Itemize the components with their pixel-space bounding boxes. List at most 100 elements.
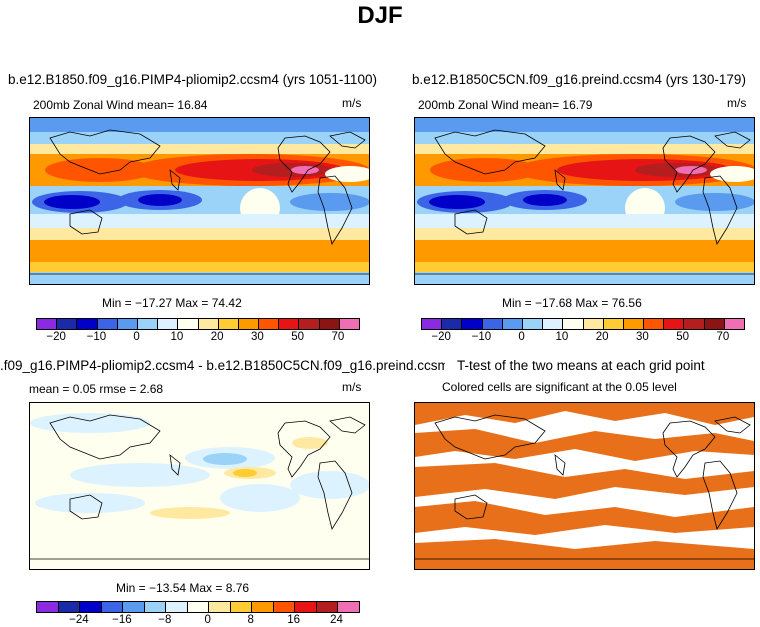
colorbar-tick-label: 70 bbox=[716, 331, 730, 343]
panel4-subtitle: Colored cells are significant at the 0.0… bbox=[442, 380, 677, 394]
panel1-polar-north bbox=[30, 118, 369, 132]
colorbar-swatch bbox=[123, 602, 145, 612]
colorbar-tick-label: −16 bbox=[112, 614, 132, 626]
figure-title: DJF bbox=[357, 2, 403, 29]
panel2-polar-north-2 bbox=[415, 132, 754, 144]
colorbar-swatch bbox=[442, 319, 463, 329]
panel1-colorbar bbox=[36, 318, 360, 330]
panel4-coastlines bbox=[415, 414, 754, 560]
panel2-easterly-1b bbox=[429, 195, 485, 209]
panel1-midlat-north bbox=[30, 144, 369, 154]
panel1-polar-south bbox=[30, 272, 369, 284]
colorbar-swatch bbox=[482, 319, 503, 329]
panel2-label: 200mb Zonal Wind mean= 16.79 bbox=[418, 98, 593, 112]
colorbar-swatch bbox=[338, 602, 359, 612]
panel1-units: m/s bbox=[342, 96, 362, 110]
colorbar-swatch bbox=[563, 319, 584, 329]
colorbar-swatch bbox=[623, 319, 645, 329]
panel2-easterly-3 bbox=[675, 193, 754, 211]
colorbar-tick-label: 0 bbox=[133, 331, 140, 343]
colorbar-swatch bbox=[117, 319, 138, 329]
panel2-south-2 bbox=[415, 262, 754, 272]
panel3-coastlines bbox=[30, 414, 369, 560]
colorbar-tick-label: 50 bbox=[291, 331, 305, 343]
panel1-map bbox=[29, 117, 370, 285]
colorbar-swatch bbox=[316, 602, 339, 612]
panel3-map bbox=[29, 402, 370, 570]
panel1-coastlines bbox=[30, 129, 369, 275]
colorbar-tick-label: −10 bbox=[471, 331, 492, 343]
panel1-jet-east bbox=[45, 158, 155, 182]
panel2-coastlines bbox=[415, 129, 754, 275]
colorbar-tick-label: 70 bbox=[331, 331, 345, 343]
panel1-subtrop-south bbox=[30, 214, 369, 228]
colorbar-tick-label: −8 bbox=[158, 614, 172, 626]
colorbar-swatch bbox=[144, 602, 167, 612]
colorbar-swatch bbox=[339, 319, 359, 329]
panel2-jet-south bbox=[415, 240, 754, 262]
colorbar-swatch bbox=[230, 602, 253, 612]
colorbar-swatch bbox=[295, 602, 317, 612]
colorbar-tick-label: 20 bbox=[595, 331, 609, 343]
panel1-south-1 bbox=[30, 228, 369, 240]
colorbar-swatch bbox=[543, 319, 564, 329]
colorbar-swatch bbox=[704, 319, 725, 329]
colorbar-swatch bbox=[187, 602, 210, 612]
colorbar-tick-label: 10 bbox=[555, 331, 569, 343]
panel1-easterly-1b bbox=[44, 195, 100, 209]
panel4-significant-cells bbox=[415, 403, 754, 569]
colorbar-swatch bbox=[273, 602, 296, 612]
colorbar-tick-label: 8 bbox=[247, 614, 254, 626]
colorbar-swatch bbox=[644, 319, 665, 329]
colorbar-swatch bbox=[178, 319, 199, 329]
colorbar-tick-label: 0 bbox=[204, 614, 211, 626]
panel2-title: b.e12.B1850C5CN.f09_g16.preind.ccsm4 (yr… bbox=[412, 72, 746, 87]
panel1-easterly-2b bbox=[138, 194, 182, 206]
colorbar-tick-label: 0 bbox=[518, 331, 525, 343]
panel4-map bbox=[414, 402, 755, 570]
colorbar-swatch bbox=[57, 319, 78, 329]
colorbar-tick-label: −24 bbox=[69, 614, 89, 626]
colorbar-swatch bbox=[664, 319, 685, 329]
panel2-units: m/s bbox=[727, 96, 747, 110]
colorbar-swatch bbox=[37, 602, 59, 612]
colorbar-swatch bbox=[238, 319, 260, 329]
colorbar-swatch bbox=[137, 319, 159, 329]
panel1-minmax: Min = −17.27 Max = 74.42 bbox=[102, 296, 242, 310]
colorbar-swatch bbox=[209, 602, 231, 612]
colorbar-tick-label: 16 bbox=[287, 614, 300, 626]
colorbar-swatch bbox=[218, 319, 239, 329]
colorbar-swatch bbox=[583, 319, 604, 329]
colorbar-tick-label: 24 bbox=[330, 614, 343, 626]
panel1-south-2 bbox=[30, 262, 369, 272]
panel2-colorbar bbox=[421, 318, 745, 330]
panel2-jet-east bbox=[430, 158, 540, 182]
colorbar-swatch bbox=[299, 319, 320, 329]
colorbar-swatch bbox=[724, 319, 744, 329]
colorbar-swatch bbox=[37, 319, 58, 329]
panel2-jet-max bbox=[675, 166, 707, 174]
panel3-pos-3 bbox=[150, 507, 230, 519]
panel1-jet-max bbox=[291, 166, 319, 174]
colorbar-tick-label: 10 bbox=[170, 331, 184, 343]
panel3-title: .f09_g16.PIMP4-pliomip2.ccsm4 - b.e12.B1… bbox=[0, 358, 445, 373]
panel2-map bbox=[414, 117, 755, 285]
panel3-neg-1 bbox=[30, 413, 150, 433]
panel3-pos-1b bbox=[233, 469, 257, 477]
colorbar-swatch bbox=[80, 602, 102, 612]
colorbar-swatch bbox=[522, 319, 544, 329]
colorbar-swatch bbox=[77, 319, 98, 329]
panel2-jet-gap bbox=[710, 166, 754, 182]
colorbar-swatch bbox=[319, 319, 340, 329]
colorbar-swatch bbox=[279, 319, 300, 329]
panel4-title: T-test of the two means at each grid poi… bbox=[457, 358, 705, 373]
panel3-pos-2 bbox=[292, 437, 328, 449]
colorbar-tick-label: 30 bbox=[635, 331, 649, 343]
colorbar-swatch bbox=[101, 602, 124, 612]
panel1-label: 200mb Zonal Wind mean= 16.84 bbox=[33, 98, 208, 112]
panel2-minmax: Min = −17.68 Max = 76.56 bbox=[502, 296, 642, 310]
panel3-neg-2b bbox=[203, 453, 247, 465]
panel3-neg-5 bbox=[35, 493, 145, 513]
colorbar-tick-label: 20 bbox=[210, 331, 224, 343]
panel2-polar-north bbox=[415, 118, 754, 132]
